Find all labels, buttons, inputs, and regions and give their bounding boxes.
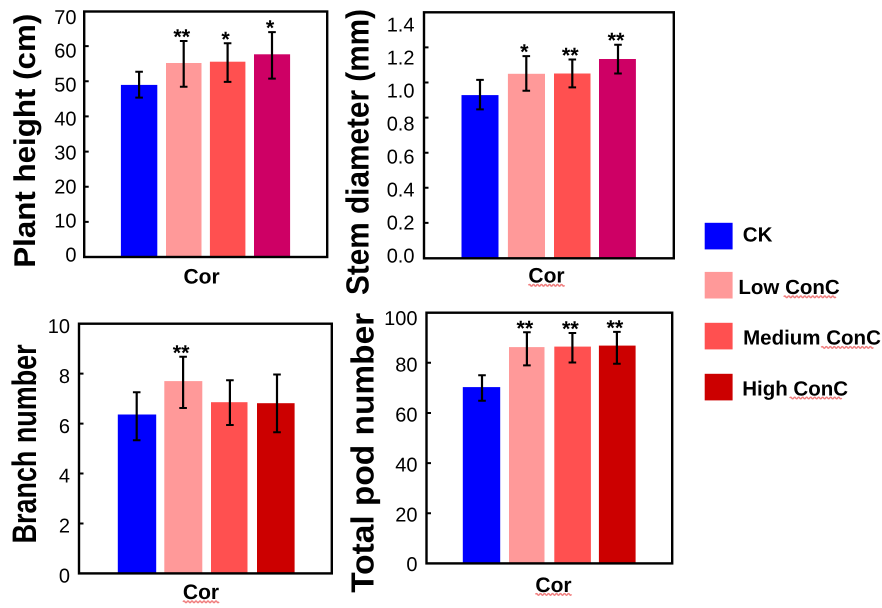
svg-text:CK: CK xyxy=(743,224,773,247)
svg-text:30: 30 xyxy=(54,143,76,165)
svg-text:0: 0 xyxy=(65,244,76,266)
svg-text:Low ConC: Low ConC xyxy=(738,276,840,299)
svg-text:0.8: 0.8 xyxy=(387,113,415,135)
svg-text:**: ** xyxy=(607,316,624,340)
svg-text:20: 20 xyxy=(54,177,76,199)
svg-text:Stem diameter (mm): Stem diameter (mm) xyxy=(340,9,376,295)
svg-text:**: ** xyxy=(608,29,625,53)
svg-text:10: 10 xyxy=(54,211,76,233)
svg-text:100: 100 xyxy=(384,308,417,330)
svg-text:*: * xyxy=(266,16,275,40)
svg-text:Cor: Cor xyxy=(528,265,564,288)
svg-text:0.4: 0.4 xyxy=(387,179,415,201)
svg-text:60: 60 xyxy=(54,41,76,63)
svg-text:80: 80 xyxy=(395,355,417,377)
svg-text:60: 60 xyxy=(395,405,417,427)
svg-text:40: 40 xyxy=(395,455,417,477)
svg-text:Medium ConC: Medium ConC xyxy=(743,326,881,349)
svg-text:1.2: 1.2 xyxy=(387,47,415,69)
svg-text:50: 50 xyxy=(54,75,76,97)
svg-text:**: ** xyxy=(562,317,579,341)
svg-text:1.0: 1.0 xyxy=(387,80,415,102)
svg-text:70: 70 xyxy=(54,7,76,29)
svg-text:**: ** xyxy=(517,316,534,340)
svg-text:1.4: 1.4 xyxy=(387,14,415,36)
svg-text:*: * xyxy=(221,27,230,51)
svg-text:40: 40 xyxy=(54,109,76,131)
svg-text:0.2: 0.2 xyxy=(387,212,415,234)
svg-text:High ConC: High ConC xyxy=(742,377,848,400)
svg-text:**: ** xyxy=(562,44,579,68)
svg-text:Plant height (cm): Plant height (cm) xyxy=(9,14,42,268)
svg-text:**: ** xyxy=(173,341,190,365)
svg-text:*: * xyxy=(520,40,529,64)
svg-text:4: 4 xyxy=(59,466,70,488)
svg-text:20: 20 xyxy=(395,505,417,527)
svg-text:Cor: Cor xyxy=(183,581,219,604)
svg-text:6: 6 xyxy=(59,416,70,438)
svg-text:0.0: 0.0 xyxy=(387,245,415,267)
svg-text:8: 8 xyxy=(59,366,70,388)
svg-text:**: ** xyxy=(173,25,190,49)
svg-text:10: 10 xyxy=(48,316,70,338)
svg-text:Branch number: Branch number xyxy=(6,344,44,543)
svg-text:0: 0 xyxy=(59,566,70,588)
svg-text:0.6: 0.6 xyxy=(387,146,415,168)
svg-text:Cor: Cor xyxy=(535,574,571,597)
svg-text:Cor: Cor xyxy=(184,266,220,289)
svg-text:0: 0 xyxy=(406,554,417,576)
svg-text:2: 2 xyxy=(59,516,70,538)
svg-text:Total pod number: Total pod number xyxy=(345,313,381,593)
